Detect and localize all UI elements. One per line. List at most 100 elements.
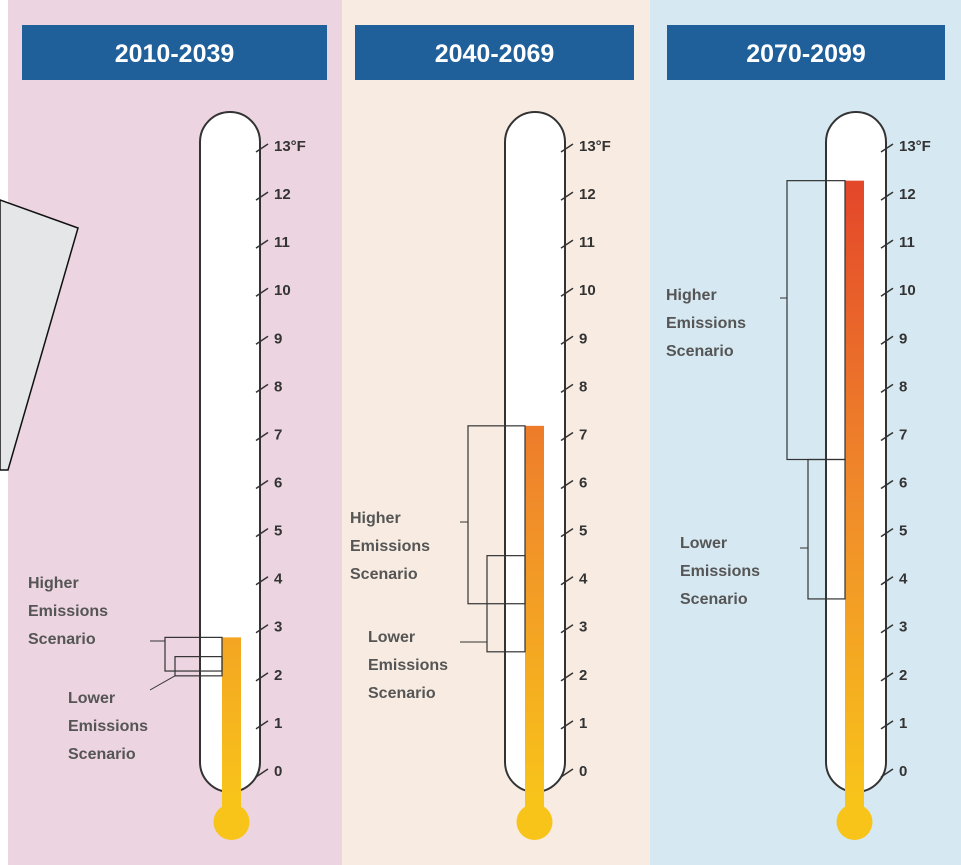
tick-mark bbox=[880, 239, 894, 249]
y-tick-label: 8 bbox=[579, 378, 587, 395]
tick-mark bbox=[880, 143, 894, 153]
y-tick-label: 6 bbox=[274, 475, 282, 492]
y-tick-label: 11 bbox=[274, 234, 290, 251]
y-tick-label: 7 bbox=[579, 426, 587, 443]
tick-mark bbox=[880, 720, 894, 730]
tick-mark bbox=[880, 672, 894, 682]
y-tick-label: 6 bbox=[579, 475, 587, 492]
scenario-label: Higher Emissions Scenario bbox=[666, 287, 747, 360]
y-tick-label: 1 bbox=[579, 715, 587, 732]
bulb bbox=[836, 804, 873, 840]
tick-mark bbox=[560, 720, 574, 730]
tick-mark bbox=[255, 335, 269, 345]
scenario-label: Lower Emissions Scenario bbox=[368, 629, 449, 702]
y-tick-label: 0 bbox=[899, 763, 907, 780]
tick-mark bbox=[560, 576, 574, 586]
y-tick-label: 10 bbox=[274, 282, 291, 299]
y-tick-label: 0 bbox=[579, 763, 587, 780]
y-tick-label: 2 bbox=[274, 667, 282, 684]
tick-mark bbox=[255, 383, 269, 394]
tick-mark bbox=[880, 287, 894, 297]
panel-bg bbox=[8, 0, 342, 865]
bulb bbox=[213, 804, 250, 840]
tick-mark bbox=[560, 383, 574, 394]
y-tick-label: 1 bbox=[899, 715, 907, 732]
y-tick-label: 8 bbox=[899, 378, 907, 395]
y-tick-label: 2 bbox=[579, 667, 587, 684]
tick-mark bbox=[880, 383, 894, 394]
scenario-label: Lower Emissions Scenario bbox=[68, 690, 149, 763]
y-tick-label: 13°F bbox=[899, 138, 931, 155]
mercury bbox=[845, 180, 864, 816]
tick-mark bbox=[880, 576, 894, 586]
tick-mark bbox=[880, 335, 894, 345]
y-tick-label: 3 bbox=[899, 619, 907, 636]
y-tick-label: 1 bbox=[274, 715, 282, 732]
tick-mark bbox=[255, 527, 269, 538]
mercury bbox=[222, 637, 241, 815]
header-bar bbox=[22, 25, 327, 80]
header-bar bbox=[355, 25, 634, 80]
y-tick-label: 3 bbox=[579, 619, 587, 636]
tick-mark bbox=[255, 479, 269, 490]
y-tick-label: 11 bbox=[899, 234, 915, 251]
tick-mark bbox=[255, 672, 269, 682]
y-tick-label: 9 bbox=[579, 330, 587, 347]
y-tick-label: 7 bbox=[899, 426, 907, 443]
tick-mark bbox=[255, 720, 269, 730]
tick-mark bbox=[560, 143, 574, 153]
y-tick-label: 13°F bbox=[579, 138, 611, 155]
range-bracket bbox=[807, 458, 846, 600]
tick-mark bbox=[560, 191, 574, 201]
tick-mark bbox=[255, 143, 269, 153]
tick-mark bbox=[255, 624, 269, 634]
y-tick-label: 12 bbox=[579, 186, 596, 203]
y-tick-label: 2 bbox=[899, 667, 907, 684]
y-tick-label: 4 bbox=[579, 571, 588, 588]
tick-mark bbox=[560, 239, 574, 249]
tick-mark bbox=[560, 672, 574, 682]
photo-fragment bbox=[0, 199, 79, 471]
panel-title: 2040-2069 bbox=[435, 40, 555, 68]
panel-bg bbox=[650, 0, 961, 865]
tick-mark bbox=[255, 768, 269, 778]
y-tick-label: 9 bbox=[274, 330, 282, 347]
y-tick-label: 8 bbox=[274, 378, 282, 395]
y-tick-label: 12 bbox=[274, 186, 291, 203]
tick-mark bbox=[880, 527, 894, 538]
y-tick-label: 7 bbox=[274, 426, 282, 443]
tick-mark bbox=[880, 624, 894, 634]
tick-mark bbox=[880, 431, 894, 442]
tick-mark bbox=[560, 624, 574, 634]
tick-mark bbox=[560, 479, 574, 490]
header-bar bbox=[667, 25, 945, 80]
y-tick-label: 0 bbox=[274, 763, 282, 780]
tick-mark bbox=[255, 576, 269, 586]
panel-title: 2010-2039 bbox=[115, 40, 235, 68]
y-tick-label: 3 bbox=[274, 619, 282, 636]
range-bracket bbox=[164, 636, 223, 672]
scenario-label: Higher Emissions Scenario bbox=[350, 510, 431, 583]
y-tick-label: 4 bbox=[899, 571, 908, 588]
y-tick-label: 9 bbox=[899, 330, 907, 347]
y-tick-label: 13°F bbox=[274, 138, 306, 155]
tick-mark bbox=[880, 768, 894, 778]
y-tick-label: 6 bbox=[899, 475, 907, 492]
y-tick-label: 10 bbox=[579, 282, 596, 299]
tick-mark bbox=[880, 479, 894, 490]
tick-mark bbox=[560, 335, 574, 345]
range-bracket bbox=[467, 425, 526, 605]
tick-mark bbox=[255, 239, 269, 249]
scenario-label: Lower Emissions Scenario bbox=[680, 535, 761, 608]
y-tick-label: 5 bbox=[899, 523, 907, 540]
panel-bg bbox=[342, 0, 650, 865]
tick-mark bbox=[255, 191, 269, 201]
y-tick-label: 4 bbox=[274, 571, 283, 588]
bulb bbox=[516, 804, 553, 840]
range-bracket bbox=[486, 555, 526, 653]
tick-mark bbox=[560, 768, 574, 778]
y-tick-label: 5 bbox=[274, 523, 282, 540]
tick-mark bbox=[560, 431, 574, 442]
